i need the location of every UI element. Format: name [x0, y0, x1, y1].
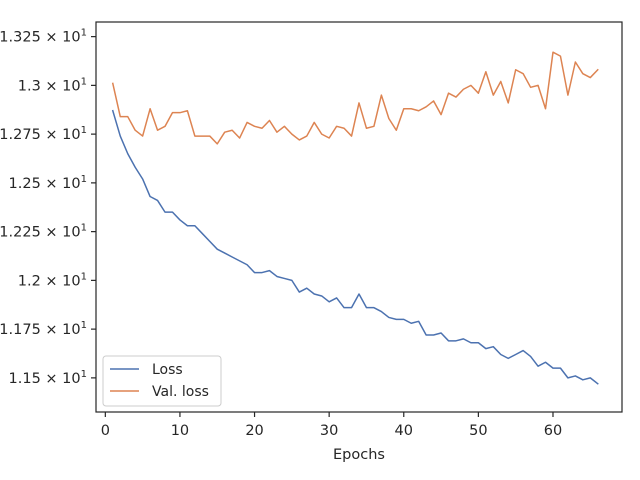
legend-label: Loss	[152, 362, 183, 378]
x-tick-label: 40	[395, 423, 413, 439]
series-line-loss	[111, 109, 599, 385]
x-tick-label: 10	[171, 423, 189, 439]
x-axis-label: Epochs	[333, 447, 385, 463]
y-tick-label: 1.225 × 101	[0, 223, 87, 241]
x-axis-ticks: 0 10 20 30 40 50 60	[101, 412, 562, 439]
plot-lines	[111, 51, 599, 385]
y-tick-label: 1.2 × 101	[18, 271, 87, 289]
y-axis-ticks: 1.15 × 101 1.175 × 101 1.2 × 101 1.225 × 10…	[0, 28, 96, 387]
x-tick-label: 60	[544, 423, 562, 439]
legend: Loss Val. loss	[102, 355, 222, 407]
y-tick-label: 1.3 × 101	[18, 76, 87, 94]
x-tick-label: 30	[320, 423, 338, 439]
y-tick-label: 1.325 × 101	[0, 28, 87, 46]
legend-label: Val. loss	[152, 384, 209, 400]
y-tick-label: 1.175 × 101	[0, 320, 87, 338]
series-line-val-loss	[111, 51, 599, 145]
y-tick-label: 1.275 × 101	[0, 125, 87, 143]
x-tick-label: 50	[469, 423, 487, 439]
y-tick-label: 1.15 × 101	[9, 369, 87, 387]
x-tick-label: 0	[101, 423, 110, 439]
plot-area-frame	[95, 21, 623, 413]
y-tick-label: 1.25 × 101	[9, 174, 87, 192]
x-tick-label: 20	[245, 423, 263, 439]
